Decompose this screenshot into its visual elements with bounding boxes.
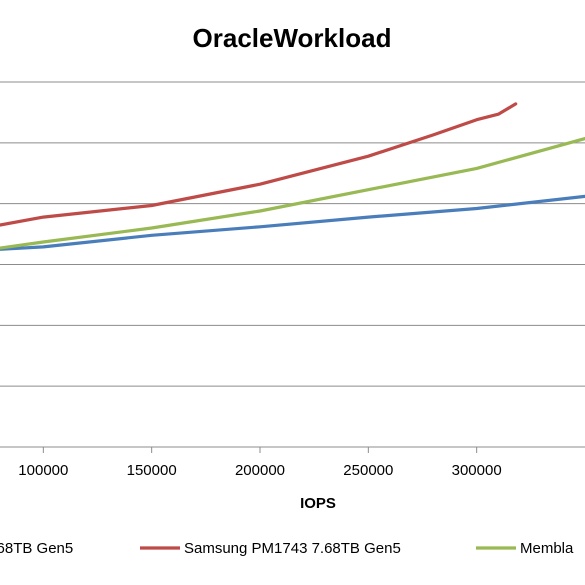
series-line: [0, 102, 518, 227]
legend-label: Membla: [520, 540, 574, 557]
x-tick-label: 150000: [127, 462, 177, 479]
x-tick-label: 300000: [452, 462, 502, 479]
legend-label: 7.68TB Gen5: [0, 540, 73, 557]
series-line: [0, 137, 585, 250]
legend-label: Samsung PM1743 7.68TB Gen5: [184, 540, 401, 557]
x-tick-label: 250000: [343, 462, 393, 479]
plot-series: [0, 102, 585, 251]
gridlines: [0, 81, 585, 387]
x-tick-label: 100000: [18, 462, 68, 479]
x-tick-label: 200000: [235, 462, 285, 479]
x-axis: 100000 150000 200000 250000 300000: [0, 446, 585, 479]
chart-title: OracleWorkload: [193, 23, 392, 53]
series-line: [0, 194, 585, 251]
x-axis-label: IOPS: [300, 495, 336, 512]
legend: 7.68TB Gen5 Samsung PM1743 7.68TB Gen5 Mem…: [0, 540, 574, 557]
